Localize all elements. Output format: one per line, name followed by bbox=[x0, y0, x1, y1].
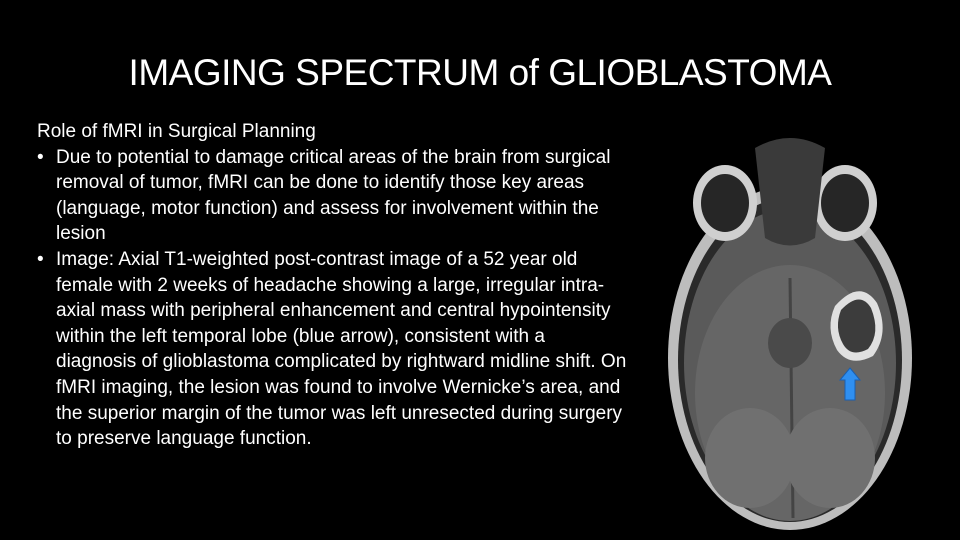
bullet: Image: Axial T1-weighted post-contrast i… bbox=[37, 247, 627, 452]
content: Role of fMRI in Surgical Planning Due to… bbox=[37, 119, 627, 452]
mri-image bbox=[655, 128, 925, 538]
heading: Role of fMRI in Surgical Planning bbox=[37, 121, 316, 142]
bullet: Due to potential to damage critical area… bbox=[37, 145, 627, 247]
slide-title: IMAGING SPECTRUM of GLIOBLASTOMA bbox=[128, 52, 832, 93]
bullet-list: Due to potential to damage critical area… bbox=[37, 145, 627, 452]
